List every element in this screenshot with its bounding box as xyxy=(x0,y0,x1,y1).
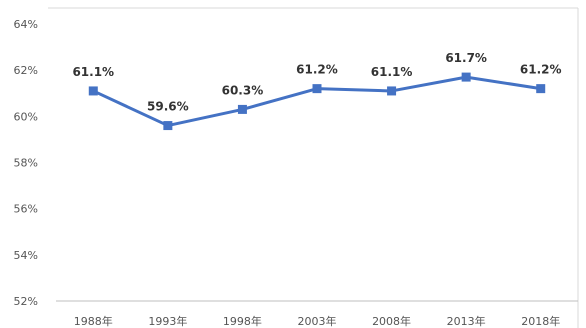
x-tick-label: 2018年 xyxy=(521,314,560,328)
data-point-marker xyxy=(163,121,173,131)
y-tick-label: 62% xyxy=(14,64,38,77)
data-point-marker xyxy=(387,86,397,96)
data-point-marker xyxy=(237,104,247,114)
data-point-marker xyxy=(536,84,546,94)
data-point-marker xyxy=(312,84,322,94)
y-tick-label: 56% xyxy=(14,203,38,216)
x-tick-label: 2013年 xyxy=(447,314,486,328)
x-tick-label: 1988年 xyxy=(74,314,113,328)
y-tick-label: 64% xyxy=(14,18,38,31)
x-axis-ticks: 1988年 1993年 1998年 2003年 2008年 2013年 2018年 xyxy=(74,314,560,328)
data-point-marker xyxy=(461,72,471,82)
y-tick-label: 60% xyxy=(14,110,38,123)
series-layer xyxy=(88,72,546,131)
data-label: 61.1% xyxy=(371,65,413,79)
data-label: 60.3% xyxy=(222,83,264,97)
x-tick-label: 2003年 xyxy=(298,314,337,328)
y-tick-label: 58% xyxy=(14,157,38,170)
x-tick-label: 1993年 xyxy=(148,314,187,328)
x-tick-label: 1998年 xyxy=(223,314,262,328)
data-labels: 61.1% 59.6% 60.3% 61.2% 61.1% 61.7% 61.2% xyxy=(72,51,561,113)
data-label: 61.7% xyxy=(445,51,487,65)
x-tick-label: 2008年 xyxy=(372,314,411,328)
data-label: 61.2% xyxy=(520,63,562,77)
data-label: 61.2% xyxy=(296,63,338,77)
y-tick-label: 54% xyxy=(14,249,38,262)
y-tick-label: 52% xyxy=(14,295,38,308)
data-point-marker xyxy=(88,86,98,96)
y-axis-ticks: 52% 54% 56% 58% 60% 62% 64% xyxy=(14,18,38,308)
data-label: 59.6% xyxy=(147,100,189,114)
data-label: 61.1% xyxy=(72,65,114,79)
